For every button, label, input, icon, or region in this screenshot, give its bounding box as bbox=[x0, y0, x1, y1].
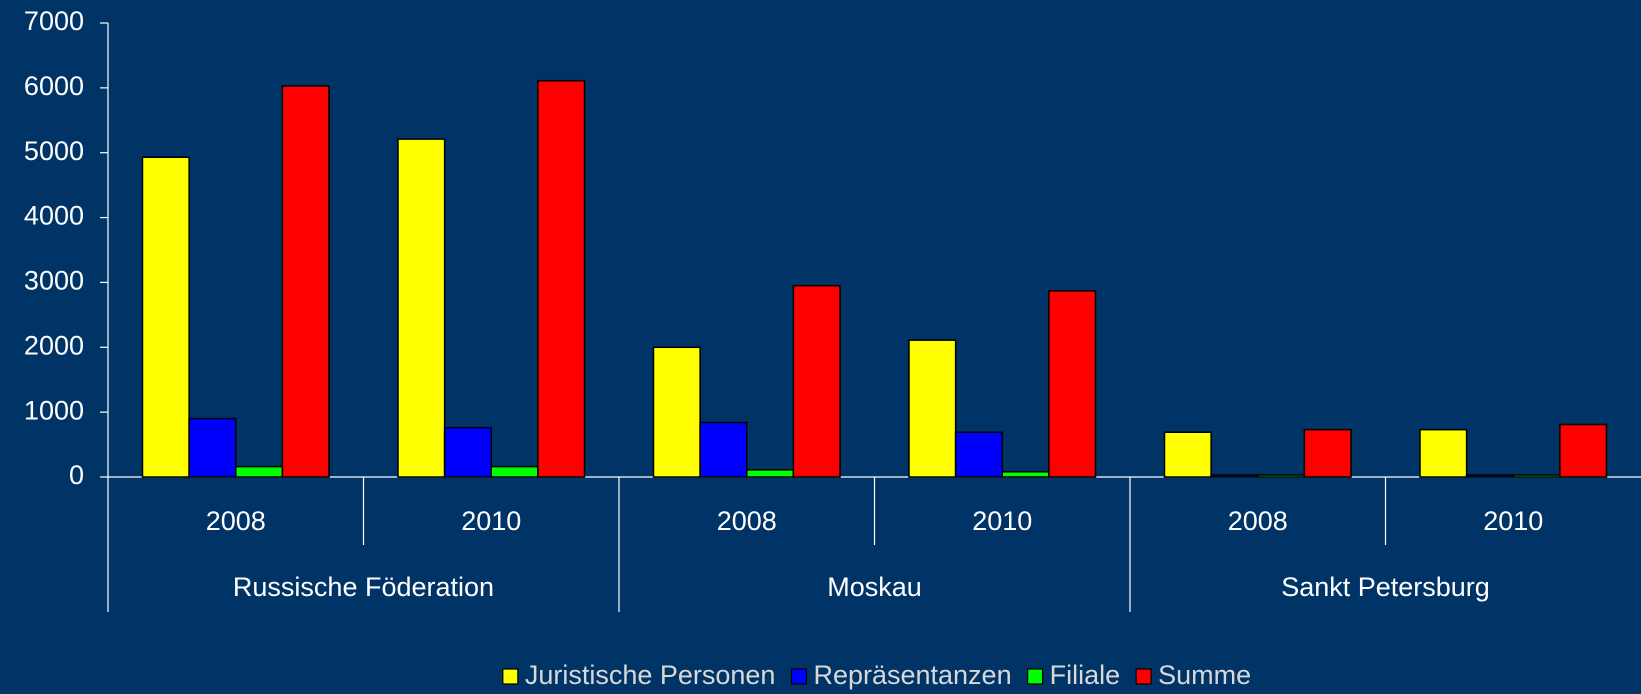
bar bbox=[746, 469, 795, 478]
bar bbox=[652, 346, 701, 478]
legend-text: Summe bbox=[1158, 660, 1251, 690]
x-tick-label: 2008 bbox=[206, 506, 266, 536]
y-tick-label: 0 bbox=[69, 460, 84, 490]
bar bbox=[1419, 428, 1468, 478]
x-tick-label: 2008 bbox=[717, 506, 777, 536]
group-label: Sankt Petersburg bbox=[1281, 572, 1490, 602]
y-tick-label: 3000 bbox=[24, 266, 84, 296]
legend-swatch bbox=[502, 668, 519, 685]
bar bbox=[490, 465, 539, 478]
y-tick-label: 5000 bbox=[24, 136, 84, 166]
bar bbox=[141, 156, 190, 478]
legend-swatch bbox=[1027, 668, 1044, 685]
bar bbox=[1512, 474, 1561, 478]
legend-swatch bbox=[1135, 668, 1152, 685]
bar bbox=[537, 79, 586, 478]
bar bbox=[792, 284, 841, 478]
group-label: Moskau bbox=[827, 572, 922, 602]
bar bbox=[1559, 423, 1608, 478]
y-tick-label: 4000 bbox=[24, 201, 84, 231]
bar bbox=[954, 431, 1004, 478]
group-label: Russische Föderation bbox=[233, 572, 494, 602]
x-tick-label: 2010 bbox=[972, 506, 1032, 536]
bar bbox=[1163, 431, 1212, 478]
bar bbox=[1001, 471, 1050, 478]
bar bbox=[443, 426, 492, 478]
bar bbox=[188, 417, 237, 478]
bar bbox=[1303, 428, 1352, 478]
legend-text: Repräsentanzen bbox=[813, 660, 1011, 690]
bar bbox=[281, 85, 330, 478]
bar bbox=[1210, 474, 1259, 478]
x-tick-label: 2010 bbox=[461, 506, 521, 536]
legend-text: Filiale bbox=[1050, 660, 1121, 690]
y-tick-label: 7000 bbox=[24, 6, 84, 36]
x-tick-label: 2010 bbox=[1483, 506, 1543, 536]
bar bbox=[235, 465, 284, 478]
x-tick-label: 2008 bbox=[1228, 506, 1288, 536]
y-tick-label: 2000 bbox=[24, 330, 84, 360]
y-tick-label: 6000 bbox=[24, 71, 84, 101]
bar bbox=[1465, 474, 1514, 478]
legend-text: Juristische Personen bbox=[525, 660, 776, 690]
bar bbox=[397, 138, 446, 478]
y-tick-label: 1000 bbox=[24, 395, 84, 425]
legend-swatch bbox=[790, 668, 808, 685]
bar bbox=[699, 421, 748, 478]
bar bbox=[1048, 290, 1097, 478]
bar bbox=[1257, 474, 1306, 478]
bar bbox=[908, 339, 957, 478]
